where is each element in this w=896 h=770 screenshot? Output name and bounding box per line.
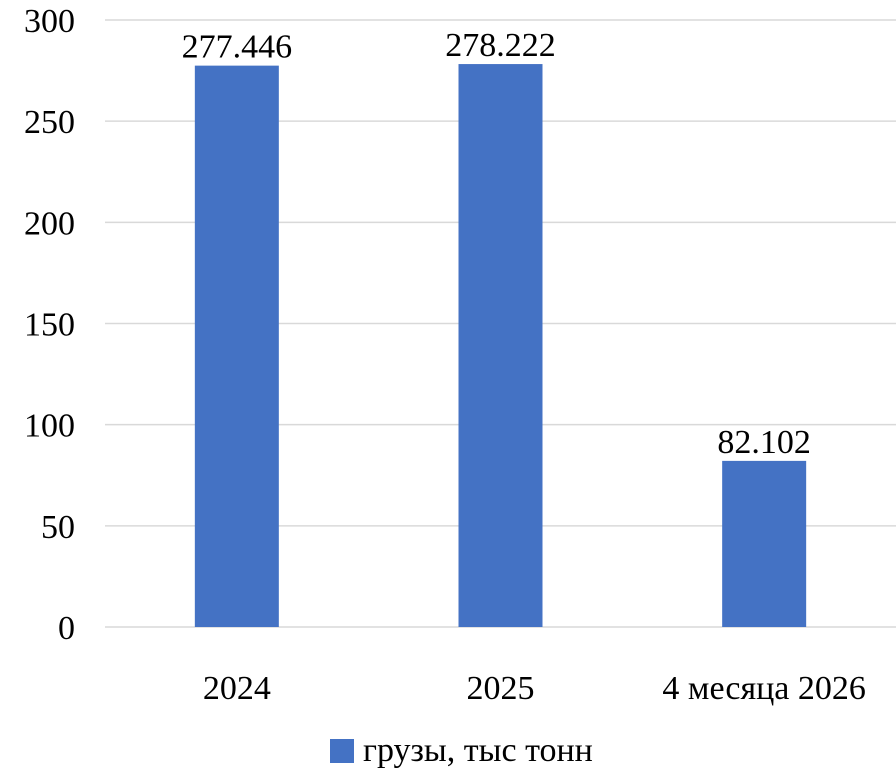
- x-category-label: 2025: [467, 670, 535, 707]
- legend: грузы, тыс тонн: [330, 732, 593, 769]
- legend-swatch: [330, 739, 354, 763]
- bar-value-label: 277.446: [182, 29, 293, 66]
- bar-value-label: 278.222: [445, 27, 556, 64]
- y-axis-ticks: 0 50 100 150 200 250 300: [24, 3, 75, 647]
- y-tick-label: 0: [58, 610, 75, 647]
- data-labels: 277.446 278.222 82.102: [182, 27, 811, 461]
- y-tick-label: 50: [41, 509, 75, 546]
- bar: [722, 460, 807, 627]
- x-axis-categories: 2024 2025 4 месяца 2026: [203, 670, 866, 707]
- y-tick-label: 250: [24, 104, 75, 141]
- x-category-label: 2024: [203, 670, 271, 707]
- bar: [458, 64, 543, 628]
- y-tick-label: 100: [24, 408, 75, 445]
- bar-value-label: 82.102: [717, 424, 811, 461]
- y-tick-label: 300: [24, 3, 75, 40]
- bars: [194, 64, 807, 628]
- y-tick-label: 150: [24, 307, 75, 344]
- y-tick-label: 200: [24, 205, 75, 242]
- x-category-label: 4 месяца 2026: [662, 670, 865, 707]
- legend-label: грузы, тыс тонн: [363, 732, 593, 769]
- bar: [194, 65, 279, 627]
